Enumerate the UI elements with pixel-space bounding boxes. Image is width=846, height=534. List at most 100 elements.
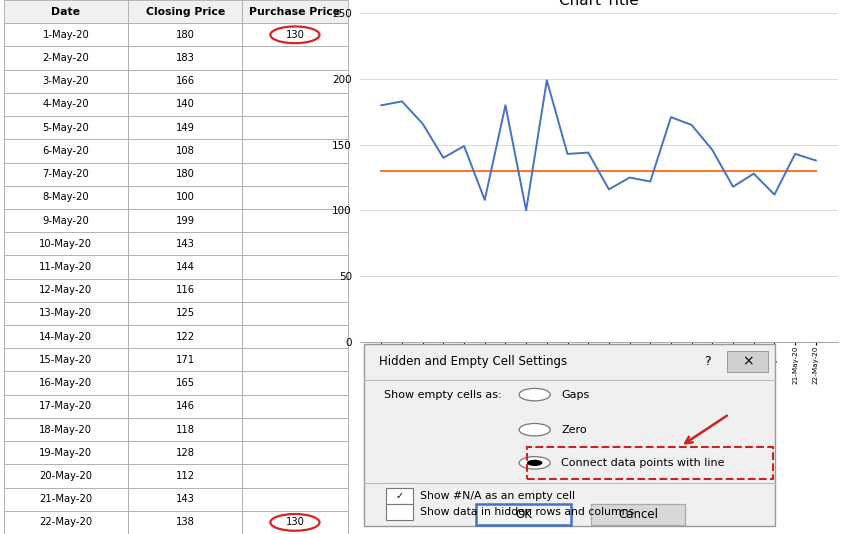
Text: 122: 122 — [176, 332, 195, 342]
Bar — [128, 325, 242, 348]
Bar — [128, 232, 242, 255]
Text: 165: 165 — [176, 378, 195, 388]
Bar — [3, 488, 128, 511]
Bar — [128, 302, 242, 325]
Text: 8-May-20: 8-May-20 — [42, 192, 89, 202]
Bar — [3, 395, 128, 418]
Bar — [242, 465, 348, 488]
Text: 118: 118 — [176, 425, 195, 435]
Bar — [242, 348, 348, 372]
Bar — [242, 162, 348, 186]
Text: 108: 108 — [176, 146, 195, 156]
Bar — [3, 348, 128, 372]
Text: Show empty cells as:: Show empty cells as: — [384, 390, 502, 399]
Text: Zero: Zero — [562, 425, 587, 435]
Bar — [3, 186, 128, 209]
Text: 112: 112 — [176, 471, 195, 481]
Bar — [242, 418, 348, 441]
Bar — [3, 441, 128, 465]
Text: 12-May-20: 12-May-20 — [39, 285, 92, 295]
Text: ?: ? — [704, 355, 711, 368]
Title: Chart Title: Chart Title — [558, 0, 639, 8]
Bar — [242, 116, 348, 139]
Text: 5-May-20: 5-May-20 — [42, 123, 89, 132]
Text: 143: 143 — [176, 239, 195, 249]
Bar — [128, 488, 242, 511]
Text: ×: × — [742, 355, 754, 368]
Bar — [242, 488, 348, 511]
Bar — [387, 504, 413, 520]
Bar — [3, 162, 128, 186]
Bar — [242, 232, 348, 255]
Text: 140: 140 — [176, 99, 195, 109]
Text: 116: 116 — [176, 285, 195, 295]
Bar — [387, 488, 413, 504]
Text: 3-May-20: 3-May-20 — [42, 76, 89, 87]
Text: 21-May-20: 21-May-20 — [39, 494, 92, 504]
Text: 20-May-20: 20-May-20 — [39, 471, 92, 481]
Bar — [128, 209, 242, 232]
Text: Closing Price: Closing Price — [146, 6, 225, 17]
Bar — [128, 139, 242, 162]
Bar — [128, 69, 242, 93]
Bar — [242, 511, 348, 534]
Text: 130: 130 — [285, 517, 305, 528]
Bar — [591, 504, 685, 525]
Bar — [242, 69, 348, 93]
Bar — [242, 139, 348, 162]
Bar — [3, 511, 128, 534]
Bar — [128, 395, 242, 418]
Bar — [3, 232, 128, 255]
Text: 11-May-20: 11-May-20 — [39, 262, 92, 272]
Text: Connect data points with line: Connect data points with line — [562, 458, 725, 468]
Text: 180: 180 — [176, 30, 195, 40]
Text: 16-May-20: 16-May-20 — [39, 378, 92, 388]
Bar — [727, 351, 768, 372]
Circle shape — [527, 460, 542, 466]
Text: 14-May-20: 14-May-20 — [39, 332, 92, 342]
Bar — [242, 302, 348, 325]
Bar — [3, 255, 128, 279]
Bar — [128, 465, 242, 488]
Bar — [527, 447, 773, 480]
Bar — [476, 504, 571, 525]
Text: 10-May-20: 10-May-20 — [39, 239, 92, 249]
Bar — [128, 279, 242, 302]
Bar — [128, 162, 242, 186]
Bar — [3, 116, 128, 139]
Text: Date: Date — [52, 6, 80, 17]
Bar — [128, 46, 242, 69]
Text: ✓: ✓ — [396, 491, 404, 501]
Bar — [128, 23, 242, 46]
Text: Show #N/A as an empty cell: Show #N/A as an empty cell — [420, 491, 575, 501]
Circle shape — [519, 423, 550, 436]
Text: 146: 146 — [176, 402, 195, 411]
Bar — [3, 23, 128, 46]
Bar — [3, 0, 128, 23]
Text: 183: 183 — [176, 53, 195, 63]
Text: 166: 166 — [176, 76, 195, 87]
Text: 171: 171 — [176, 355, 195, 365]
Text: 100: 100 — [176, 192, 195, 202]
Bar — [3, 325, 128, 348]
Bar — [242, 441, 348, 465]
Bar — [242, 395, 348, 418]
Bar — [242, 93, 348, 116]
Bar — [3, 46, 128, 69]
Text: 1-May-20: 1-May-20 — [42, 30, 89, 40]
Text: 19-May-20: 19-May-20 — [39, 447, 92, 458]
Bar — [242, 46, 348, 69]
Text: Show data in hidden rows and columns: Show data in hidden rows and columns — [420, 507, 634, 516]
Bar — [3, 418, 128, 441]
Bar — [128, 372, 242, 395]
Bar — [128, 116, 242, 139]
Circle shape — [519, 457, 550, 469]
Text: 22-May-20: 22-May-20 — [39, 517, 92, 528]
Bar — [3, 465, 128, 488]
Legend: Closing Price, Purchase Price: Closing Price, Purchase Price — [486, 489, 711, 507]
Bar — [128, 186, 242, 209]
Bar — [242, 325, 348, 348]
Text: 125: 125 — [176, 309, 195, 318]
Text: 138: 138 — [176, 517, 195, 528]
Bar — [128, 0, 242, 23]
